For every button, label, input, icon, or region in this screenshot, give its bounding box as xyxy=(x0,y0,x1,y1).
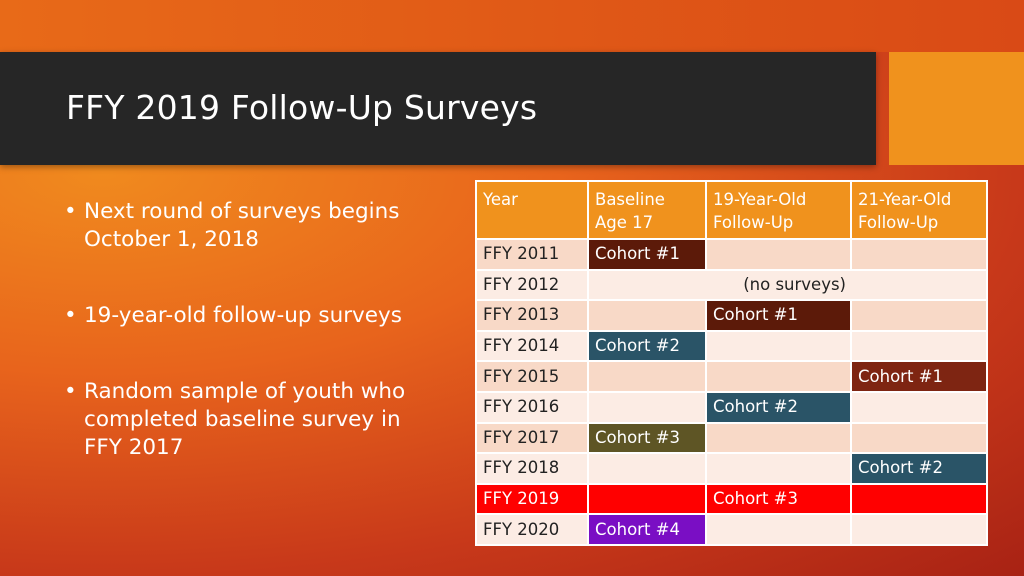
table-row: FFY 2020 Cohort #4 xyxy=(475,513,988,546)
table-row: FFY 2016 Cohort #2 xyxy=(475,390,988,424)
year-cell: FFY 2013 xyxy=(475,299,589,332)
fu19-cell xyxy=(705,513,852,546)
header-19-year-followup: 19-Year-Old Follow-Up xyxy=(705,180,852,240)
year-cell: FFY 2015 xyxy=(475,360,589,393)
table-row: FFY 2018 Cohort #2 xyxy=(475,452,988,485)
accent-block xyxy=(889,52,1024,165)
no-surveys-note: (no surveys) xyxy=(587,268,988,302)
header-year: Year xyxy=(475,180,589,240)
fu21-cell xyxy=(850,390,988,424)
bullet-list: Next round of surveys begins October 1, … xyxy=(60,198,440,510)
slide-title: FFY 2019 Follow-Up Surveys xyxy=(66,88,538,127)
bullet-item: Next round of surveys begins October 1, … xyxy=(60,198,440,254)
fu21-cell: Cohort #2 xyxy=(850,452,988,485)
table-header-row: Year Baseline Age 17 19-Year-Old Follow-Up… xyxy=(475,180,988,240)
fu19-cell: Cohort #2 xyxy=(705,390,852,424)
year-cell: FFY 2012 xyxy=(475,268,589,302)
fu19-cell xyxy=(705,421,852,455)
baseline-cell: Cohort #3 xyxy=(587,421,707,455)
fu21-cell xyxy=(850,482,988,516)
year-cell: FFY 2017 xyxy=(475,421,589,455)
table-row: FFY 2012 (no surveys) xyxy=(475,268,988,302)
fu21-cell xyxy=(850,238,988,271)
header-baseline: Baseline Age 17 xyxy=(587,180,707,240)
fu19-cell xyxy=(705,360,852,393)
table-row: FFY 2013 Cohort #1 xyxy=(475,299,988,332)
fu19-cell xyxy=(705,329,852,363)
bullet-item: Random sample of youth who completed bas… xyxy=(60,378,440,462)
bullet-item: 19-year-old follow-up surveys xyxy=(60,302,440,330)
baseline-cell xyxy=(587,299,707,332)
year-cell: FFY 2011 xyxy=(475,238,589,271)
table-row-highlighted: FFY 2019 Cohort #3 xyxy=(475,482,988,516)
year-cell: FFY 2019 xyxy=(475,482,589,516)
year-cell: FFY 2016 xyxy=(475,390,589,424)
fu19-cell xyxy=(705,452,852,485)
table-row: FFY 2014 Cohort #2 xyxy=(475,329,988,363)
year-cell: FFY 2018 xyxy=(475,452,589,485)
table-row: FFY 2015 Cohort #1 xyxy=(475,360,988,393)
fu19-cell: Cohort #3 xyxy=(705,482,852,516)
fu19-cell: Cohort #1 xyxy=(705,299,852,332)
baseline-cell xyxy=(587,390,707,424)
baseline-cell: Cohort #2 xyxy=(587,329,707,363)
fu21-cell xyxy=(850,421,988,455)
year-cell: FFY 2014 xyxy=(475,329,589,363)
top-band xyxy=(0,0,1024,52)
baseline-cell xyxy=(587,360,707,393)
baseline-cell: Cohort #4 xyxy=(587,513,707,546)
cohort-schedule-table: Year Baseline Age 17 19-Year-Old Follow-Up… xyxy=(475,180,988,546)
fu21-cell: Cohort #1 xyxy=(850,360,988,393)
fu21-cell xyxy=(850,299,988,332)
year-cell: FFY 2020 xyxy=(475,513,589,546)
baseline-cell xyxy=(587,452,707,485)
title-bar: FFY 2019 Follow-Up Surveys xyxy=(0,52,876,165)
fu21-cell xyxy=(850,329,988,363)
fu19-cell xyxy=(705,238,852,271)
fu21-cell xyxy=(850,513,988,546)
table-row: FFY 2017 Cohort #3 xyxy=(475,421,988,455)
baseline-cell xyxy=(587,482,707,516)
table-row: FFY 2011 Cohort #1 xyxy=(475,238,988,271)
header-21-year-followup: 21-Year-Old Follow-Up xyxy=(850,180,988,240)
baseline-cell: Cohort #1 xyxy=(587,238,707,271)
